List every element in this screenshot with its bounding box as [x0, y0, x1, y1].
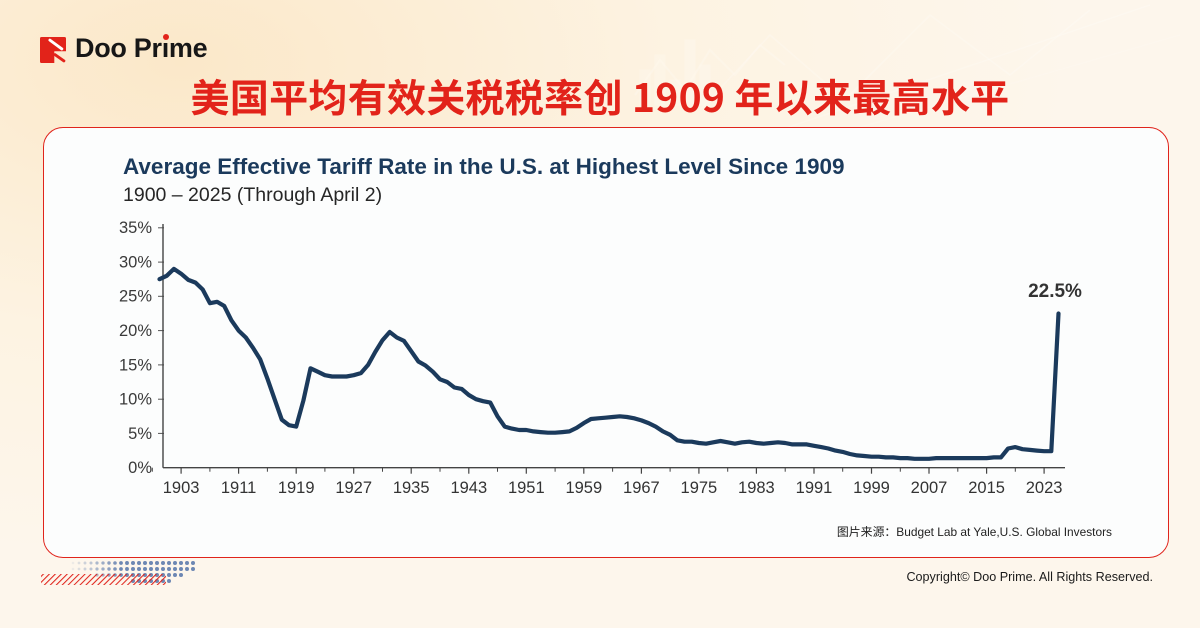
svg-text:5%: 5% [128, 425, 152, 443]
svg-text:25%: 25% [119, 288, 152, 306]
svg-text:2023: 2023 [1026, 479, 1063, 497]
svg-text:1999: 1999 [853, 479, 890, 497]
svg-text:Average Effective Tariff Rate: Average Effective Tariff Rate in the U.S… [123, 154, 845, 179]
svg-text:1959: 1959 [565, 479, 602, 497]
svg-text:15%: 15% [119, 357, 152, 375]
svg-text:0%: 0% [128, 459, 152, 477]
svg-text:1991: 1991 [796, 479, 833, 497]
svg-text:1911: 1911 [221, 479, 256, 497]
svg-text:1927: 1927 [335, 479, 372, 497]
svg-text:2007: 2007 [911, 479, 948, 497]
svg-text:1975: 1975 [681, 479, 718, 497]
svg-text:1935: 1935 [393, 479, 430, 497]
svg-text:1951: 1951 [508, 479, 545, 497]
svg-text:30%: 30% [119, 254, 152, 272]
svg-text:1967: 1967 [623, 479, 660, 497]
svg-text:10%: 10% [119, 391, 152, 409]
svg-text:22.5%: 22.5% [1028, 281, 1082, 302]
svg-text:20%: 20% [119, 322, 152, 340]
svg-text:1983: 1983 [738, 479, 775, 497]
svg-text:1903: 1903 [163, 479, 200, 497]
svg-text:1900 – 2025 (Through April 2): 1900 – 2025 (Through April 2) [123, 184, 382, 206]
svg-text:2015: 2015 [968, 479, 1005, 497]
svg-text:1943: 1943 [450, 479, 487, 497]
svg-text:1919: 1919 [278, 479, 315, 497]
svg-text:35%: 35% [119, 219, 152, 237]
